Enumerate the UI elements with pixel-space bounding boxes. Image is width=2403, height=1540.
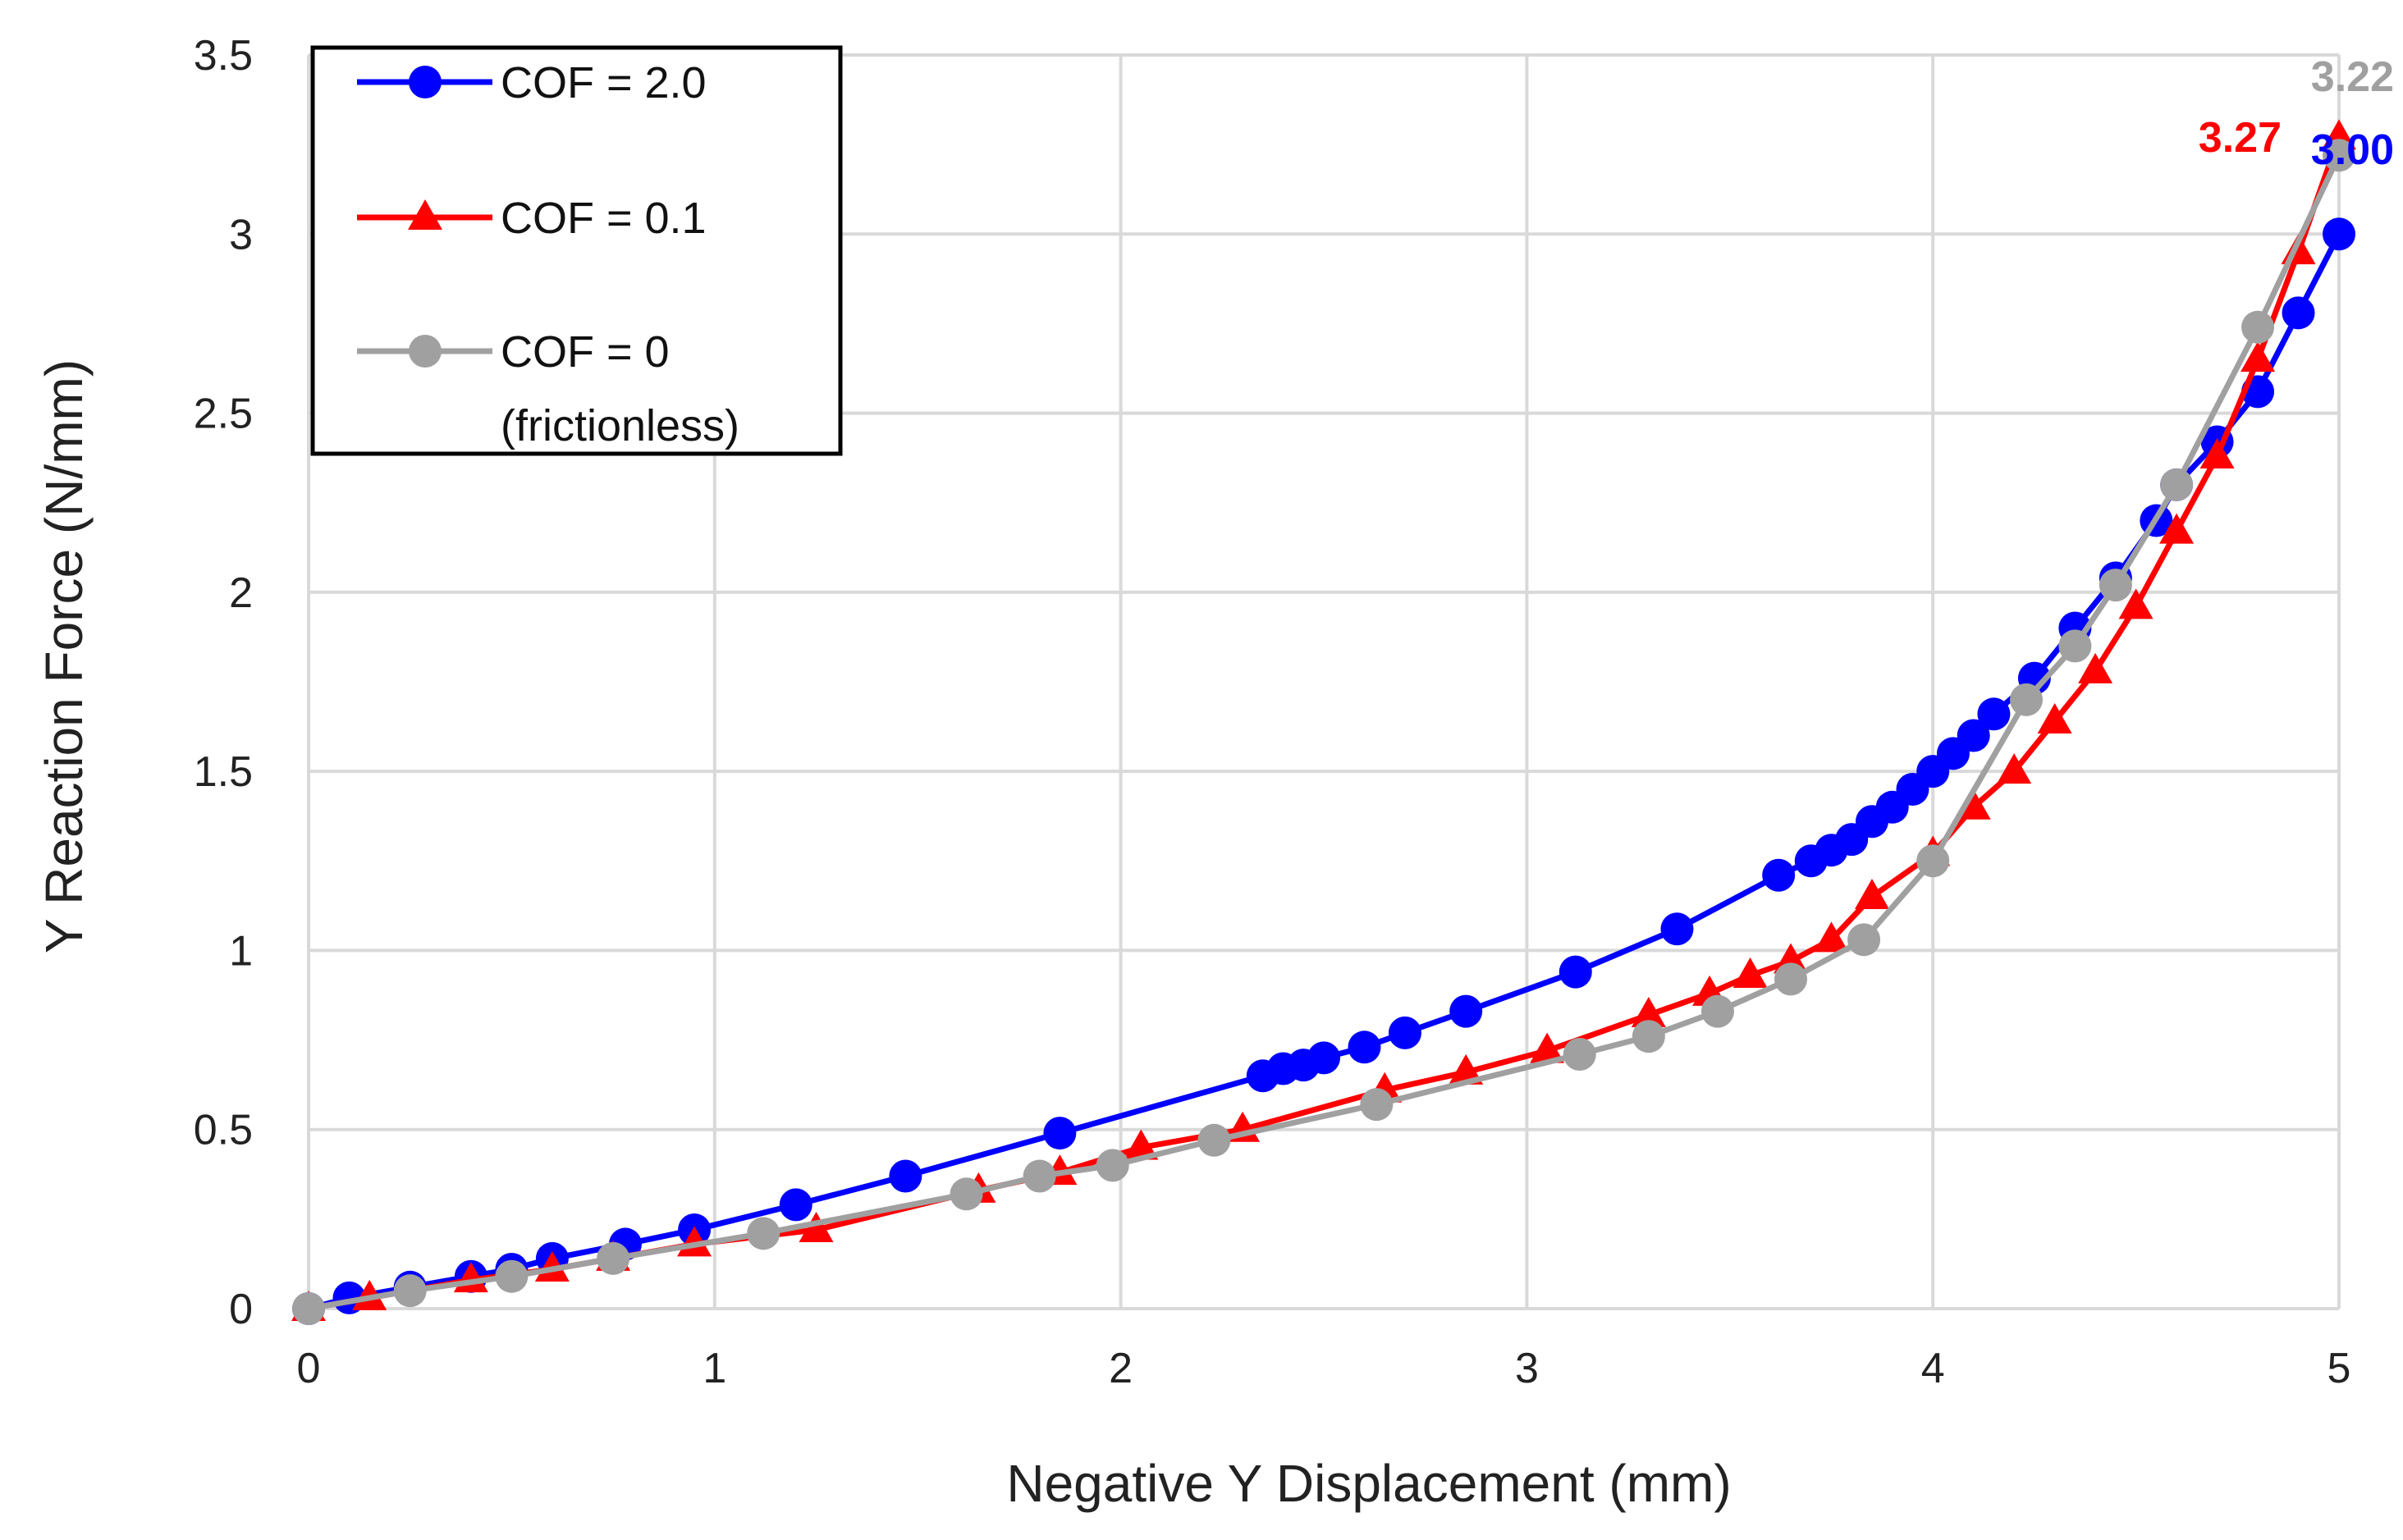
legend-label-0: COF = 2.0 <box>501 58 707 107</box>
series-2-point-5 <box>950 1177 983 1211</box>
y-tick-label-1: 0.5 <box>194 1107 253 1154</box>
series-0 <box>292 217 2355 1325</box>
end-label-series-2: 3.22 <box>2311 53 2394 101</box>
series-0-point-16 <box>1388 1016 1421 1049</box>
series-1-point-25 <box>2118 588 2154 619</box>
series-line-0 <box>308 232 2342 1312</box>
series-2 <box>292 139 2355 1325</box>
series-line-2 <box>308 153 2342 1312</box>
y-tick-label-7: 3.5 <box>194 32 253 80</box>
series-2-point-8 <box>1197 1123 1231 1157</box>
series-1-point-27 <box>2199 437 2235 468</box>
x-tick-labels: 0 1 2 3 4 5 <box>297 1345 2351 1392</box>
x-tick-label-4: 4 <box>1921 1345 1945 1392</box>
x-tick-label-3: 3 <box>1515 1345 1539 1392</box>
y-tick-label-2: 1 <box>229 927 253 975</box>
series-2-point-0 <box>292 1292 325 1325</box>
series-2-point-21 <box>2323 139 2355 172</box>
end-label-series-1: 3.27 <box>2199 114 2282 162</box>
y-tick-labels: 0 0.5 1 1.5 2 2.5 3 3.5 <box>194 32 253 1333</box>
series-2-point-4 <box>747 1217 780 1250</box>
series-2-point-20 <box>2241 310 2275 344</box>
series-1-point-24 <box>2078 652 2113 683</box>
series-0-point-30 <box>1977 697 2011 731</box>
series-0-point-29 <box>1957 719 1990 752</box>
series-2-point-2 <box>495 1259 529 1293</box>
series-2-point-17 <box>2058 629 2092 663</box>
x-tick-label-0: 0 <box>297 1345 321 1392</box>
legend-marker-0 <box>409 66 442 98</box>
end-labels: 3.00 3.27 3.22 <box>2199 53 2394 174</box>
legend: COF = 2.0 COF = 0.1 COF = 0 (frictionless) <box>310 45 843 456</box>
gridlines <box>307 53 2341 1310</box>
legend-box <box>310 45 843 456</box>
series-1-point-14 <box>1631 997 1666 1028</box>
series-1-point-18 <box>1814 921 1849 953</box>
y-tick-label-0: 0 <box>229 1286 253 1333</box>
series-0-point-18 <box>1559 955 1592 989</box>
legend-label-2-line-1: (frictionless) <box>501 401 739 450</box>
series-0-point-17 <box>1449 994 1483 1028</box>
series-2-point-3 <box>597 1241 630 1275</box>
x-tick-label-5: 5 <box>2327 1345 2351 1392</box>
series-2-point-7 <box>1096 1149 1129 1182</box>
series-0-point-14 <box>1307 1041 1340 1075</box>
y-tick-label-4: 2 <box>229 569 253 617</box>
series-1-point-9 <box>1124 1129 1159 1160</box>
series-2-point-9 <box>1360 1088 1394 1122</box>
series-1-point-21 <box>1956 788 1991 820</box>
axes <box>307 55 2339 1310</box>
y-axis-title: Y Reaction Force (N/mm) <box>34 359 94 953</box>
y-tick-label-5: 2.5 <box>194 391 253 438</box>
series-0-point-8 <box>779 1188 812 1222</box>
series-0-point-39 <box>2323 217 2355 251</box>
series-2-point-11 <box>1632 1020 1665 1053</box>
x-tick-label-2: 2 <box>1109 1345 1133 1392</box>
series-0-point-38 <box>2282 296 2315 330</box>
series-1-point-12 <box>1449 1053 1484 1085</box>
series-2-point-6 <box>1023 1159 1056 1193</box>
series-1-point-16 <box>1732 957 1768 988</box>
legend-label-2: COF = 0 <box>501 327 670 377</box>
legend-marker-2 <box>409 335 442 368</box>
series-2-point-14 <box>1847 923 1881 957</box>
end-label-series-0: 3.00 <box>2311 126 2394 174</box>
series-1 <box>291 119 2356 1321</box>
series-1-point-28 <box>2241 341 2276 372</box>
series-1-point-6 <box>799 1211 834 1242</box>
series-2-point-10 <box>1563 1038 1596 1072</box>
series-layer <box>291 119 2356 1325</box>
series-0-point-10 <box>1043 1117 1077 1150</box>
series-2-point-1 <box>393 1274 427 1308</box>
series-2-point-15 <box>1916 844 1950 878</box>
series-2-point-12 <box>1700 994 1734 1028</box>
legend-marker-1 <box>408 199 442 230</box>
series-2-point-18 <box>2099 569 2132 602</box>
series-2-point-19 <box>2160 468 2194 501</box>
series-0-point-20 <box>1762 858 1796 892</box>
series-2-point-16 <box>2010 683 2044 716</box>
series-1-point-26 <box>2159 513 2195 544</box>
series-0-point-19 <box>1660 912 1694 946</box>
series-1-point-13 <box>1530 1032 1565 1063</box>
series-2-point-13 <box>1774 962 1808 996</box>
series-0-point-9 <box>889 1159 922 1193</box>
legend-label-1: COF = 0.1 <box>501 194 707 243</box>
x-axis-title: Negative Y Displacement (mm) <box>1006 1454 1731 1513</box>
x-tick-label-1: 1 <box>703 1345 726 1392</box>
series-1-point-19 <box>1854 878 1889 909</box>
series-0-point-15 <box>1348 1030 1381 1064</box>
series-1-point-23 <box>2037 703 2072 734</box>
series-1-point-22 <box>1997 753 2032 784</box>
y-tick-label-3: 1.5 <box>194 748 253 796</box>
y-tick-label-6: 3 <box>229 211 253 258</box>
